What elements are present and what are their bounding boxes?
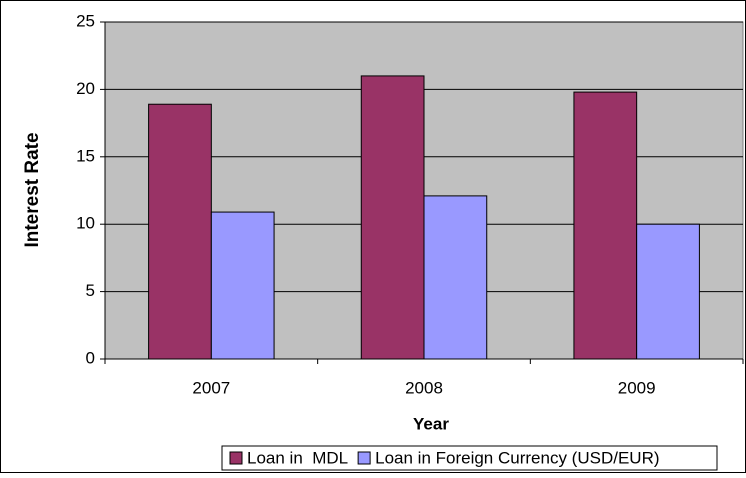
bar bbox=[573, 91, 638, 360]
legend-swatch bbox=[229, 451, 243, 465]
y-tick-label: 15 bbox=[76, 146, 95, 165]
legend-label: Loan in MDL bbox=[247, 448, 348, 467]
bar bbox=[423, 195, 488, 360]
y-tick-label: 0 bbox=[86, 348, 95, 367]
y-tick-label: 20 bbox=[76, 79, 95, 98]
bar bbox=[148, 103, 212, 360]
x-tick-label: 2007 bbox=[192, 378, 230, 397]
legend-swatch bbox=[357, 451, 371, 465]
y-tick-label: 25 bbox=[76, 11, 95, 30]
x-tick-label: 2009 bbox=[618, 378, 656, 397]
x-tick-label: 2008 bbox=[405, 378, 443, 397]
y-tick-label: 10 bbox=[76, 214, 95, 233]
legend-label: Loan in Foreign Currency (USD/EUR) bbox=[375, 448, 659, 467]
bar bbox=[360, 75, 425, 360]
bar bbox=[636, 223, 700, 360]
y-tick-label: 5 bbox=[86, 281, 95, 300]
legend bbox=[221, 445, 718, 471]
bar bbox=[210, 211, 275, 360]
y-axis-label: Interest Rate bbox=[22, 132, 43, 247]
x-axis-label: Year bbox=[413, 414, 449, 433]
